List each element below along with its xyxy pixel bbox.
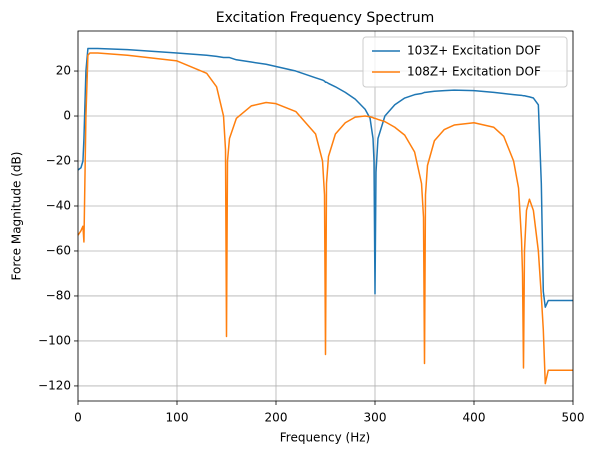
y-tick-label: −40 xyxy=(46,198,71,212)
legend-label: 108Z+ Excitation DOF xyxy=(407,65,541,79)
x-tick-label: 0 xyxy=(74,411,82,425)
x-tick-label: 300 xyxy=(364,411,387,425)
data-line xyxy=(77,47,573,308)
y-tick-label: −60 xyxy=(46,243,71,257)
x-tick-label: 200 xyxy=(265,411,288,425)
y-tick-label: −80 xyxy=(46,288,71,302)
y-tick-label: −100 xyxy=(38,333,71,347)
x-tick-label: 400 xyxy=(463,411,486,425)
y-tick-label: −120 xyxy=(38,378,71,392)
y-tick-label: −20 xyxy=(46,154,71,168)
y-tick-label: 0 xyxy=(63,109,71,123)
legend-label: 103Z+ Excitation DOF xyxy=(407,44,541,58)
y-axis-label: Force Magnitude (dB) xyxy=(10,152,24,281)
chart-title: Excitation Frequency Spectrum xyxy=(216,10,434,26)
data-line xyxy=(77,52,573,385)
plot-frame xyxy=(77,30,574,402)
x-tick-label: 500 xyxy=(562,411,585,425)
y-tick-label: 20 xyxy=(56,64,71,78)
x-tick-label: 100 xyxy=(166,411,189,425)
legend-box xyxy=(362,36,568,88)
x-axis-label: Frequency (Hz) xyxy=(280,431,371,445)
